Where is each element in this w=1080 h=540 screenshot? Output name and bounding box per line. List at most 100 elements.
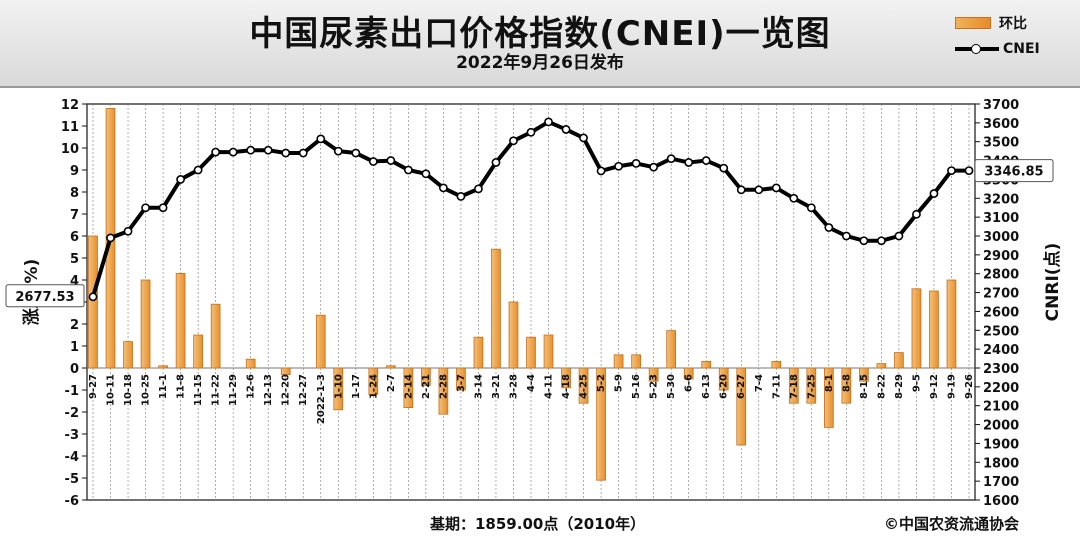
right-tick-label: 2200 [983, 381, 1019, 396]
cnei-point [614, 161, 623, 171]
callout-box [974, 159, 1054, 183]
legend-line-label: CNEI [1003, 41, 1040, 57]
bar [88, 235, 98, 369]
bar [788, 367, 799, 404]
bar [911, 288, 922, 369]
right-tick-label: 2800 [983, 268, 1019, 283]
cnei-point [421, 169, 431, 179]
left-tick-label: -2 [65, 406, 79, 421]
legend-bar-swatch [955, 17, 991, 29]
legend-item-bar: 环比 [955, 12, 1027, 34]
x-tick-label: 12-20 [281, 374, 292, 406]
x-tick-label: 2-14 [403, 374, 414, 399]
left-tick-label: 6 [70, 230, 79, 245]
bar [631, 354, 641, 369]
right-tick-label: 3700 [983, 98, 1019, 113]
x-tick-label: 2022-1-3 [316, 374, 327, 424]
cnei-point [298, 148, 308, 158]
cnei-point [491, 158, 501, 167]
x-tick-label: 11-15 [193, 374, 204, 406]
x-tick-label: 12-6 [246, 374, 257, 399]
x-tick-label: 2-28 [438, 374, 449, 399]
bar [771, 360, 782, 369]
bar [491, 248, 501, 369]
bar [543, 334, 554, 369]
left-tick-label: 10 [61, 142, 79, 157]
x-tick-label: 9-19 [946, 374, 957, 399]
right-tick-label: 1900 [983, 437, 1019, 452]
x-tick-label: 5-30 [666, 374, 677, 399]
left-tick-label: 8 [70, 186, 79, 201]
annotations: 2677.53 3346.85 [5, 159, 1054, 308]
x-tick-label: 10-11 [106, 374, 117, 406]
x-axis-labels: 9-27 10-11 10-18 10-25 11-1 11-8 11-15 11-22 11-… [88, 374, 975, 424]
bar [701, 360, 712, 369]
right-tick-label: 2900 [983, 249, 1019, 264]
x-tick-label: 6-6 [684, 374, 695, 392]
cnei-point [316, 134, 326, 144]
bar [123, 341, 133, 369]
x-tick-label: 12-27 [298, 374, 309, 406]
x-tick-label: 8-1 [824, 374, 835, 392]
callout-label: 3346.85 [984, 165, 1043, 180]
x-tick-label: 2-7 [386, 374, 397, 392]
right-tick-label: 3200 [983, 192, 1019, 207]
cnei-point [877, 236, 886, 246]
right-tick-label: 2600 [983, 305, 1019, 320]
right-tick-label: 2700 [983, 287, 1019, 302]
chart-header: 中国尿素出口价格指数(CNEI)一览图 2022年9月26日发布 环比 CNEI [0, 0, 1080, 88]
left-tick-label: -5 [65, 472, 79, 487]
bar [876, 363, 887, 369]
x-tick-label: 6-20 [719, 374, 730, 399]
x-tick-label: 11-8 [176, 374, 187, 399]
right-tick-label: 2500 [983, 324, 1019, 339]
x-tick-label: 4-11 [544, 374, 555, 399]
x-tick-label: 8-29 [894, 374, 905, 399]
x-tick-label: 7-4 [754, 374, 765, 392]
cnei-point [806, 203, 816, 213]
bar [946, 279, 957, 369]
x-tick-label: 8-8 [841, 374, 852, 392]
x-tick-label: 1-17 [351, 374, 362, 399]
right-tick-label: 1600 [983, 494, 1019, 509]
cnei-point [176, 175, 185, 184]
x-tick-label: 5-23 [649, 374, 660, 399]
cnei-point [964, 166, 974, 175]
x-tick-label: 4-18 [561, 374, 572, 399]
cnei-point [771, 183, 781, 193]
cnei-point [631, 158, 641, 168]
left-axis: -6-5-4-3-2-10123456789101112 [61, 98, 87, 509]
x-tick-label: 6-13 [701, 374, 712, 399]
x-tick-label: 10-18 [123, 374, 134, 406]
cnei-point [841, 231, 851, 241]
cnei-point [141, 203, 150, 213]
cnei-point [947, 166, 956, 175]
left-tick-label: 2 [70, 318, 79, 333]
cnei-point [474, 184, 483, 194]
chart-subtitle: 2022年9月26日发布 [456, 53, 624, 73]
left-tick-label: -6 [65, 494, 79, 509]
cnei-point [333, 146, 343, 156]
bar [421, 367, 431, 387]
right-tick-label: 3500 [983, 136, 1019, 151]
bar [578, 367, 589, 404]
cnei-point [228, 147, 238, 157]
x-tick-label: 4-25 [579, 374, 590, 399]
callout-label: 2677.53 [15, 290, 74, 305]
x-tick-label: 9-5 [911, 374, 922, 392]
cnei-point [403, 165, 413, 175]
legend-item-line: CNEI [955, 38, 1040, 60]
cnei-point [386, 156, 396, 165]
cnei-point [211, 147, 221, 157]
right-tick-label: 2100 [983, 400, 1019, 415]
bar [648, 367, 659, 382]
bar [403, 367, 414, 408]
x-tick-label: 8-15 [859, 374, 870, 399]
bar [736, 367, 747, 446]
bar [280, 367, 291, 375]
bar [859, 367, 869, 382]
bar [368, 367, 379, 395]
right-tick-label: 3000 [983, 230, 1019, 245]
bar [210, 303, 221, 369]
bar [508, 301, 519, 369]
